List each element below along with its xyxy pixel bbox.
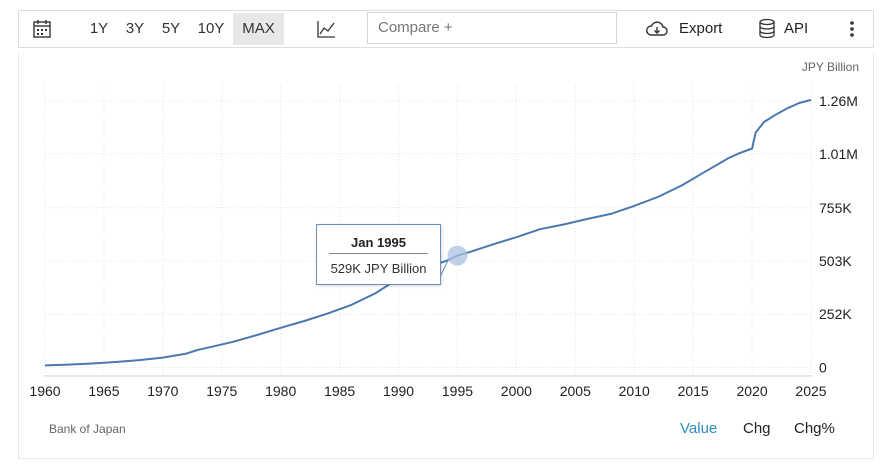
unit-label: JPY Billion — [801, 60, 859, 74]
x-tick-label: 1985 — [324, 383, 355, 399]
chart-tooltip: Jan 1995 529K JPY Billion — [316, 224, 441, 285]
line-chart[interactable]: 1960 1965 1970 1975 1980 1985 1990 1995 2000 2005… — [19, 54, 873, 414]
tab-chg[interactable]: Chg — [743, 420, 771, 437]
source-label: Bank of Japan — [49, 422, 126, 436]
more-vertical-icon[interactable] — [841, 18, 863, 40]
range-1y-button[interactable]: 1Y — [89, 20, 109, 37]
x-tick-label: 1965 — [88, 383, 119, 399]
y-tick-label: 503K — [819, 253, 852, 269]
range-5y-button[interactable]: 5Y — [161, 20, 181, 37]
calendar-icon[interactable] — [31, 18, 53, 40]
api-button[interactable]: API — [757, 13, 817, 45]
range-10y-button[interactable]: 10Y — [197, 20, 225, 37]
database-icon — [759, 18, 775, 39]
chart-panel: JPY Billion 1960 1965 1970 1975 1980 1985 1990… — [18, 54, 874, 459]
y-tick-label: 1.01M — [819, 146, 858, 162]
x-tick-label: 2015 — [678, 383, 709, 399]
x-tick-label: 2025 — [795, 383, 826, 399]
x-tick-label: 2020 — [736, 383, 767, 399]
tab-chg-percent[interactable]: Chg% — [794, 420, 835, 437]
api-label: API — [784, 20, 809, 37]
x-tick-label: 2000 — [501, 383, 532, 399]
x-tick-label: 1995 — [442, 383, 473, 399]
chart-toolbar: 1Y 3Y 5Y 10Y MAX Export API — [18, 10, 874, 48]
x-tick-label: 1970 — [147, 383, 178, 399]
y-tick-label: 0 — [819, 360, 827, 376]
export-button[interactable]: Export — [645, 13, 727, 45]
y-tick-label: 1.26M — [819, 93, 858, 109]
x-tick-label: 2005 — [560, 383, 591, 399]
export-label: Export — [679, 20, 723, 37]
line-chart-icon[interactable] — [315, 18, 337, 40]
cloud-download-icon — [646, 21, 668, 36]
range-3y-button[interactable]: 3Y — [125, 20, 145, 37]
x-tick-label: 1960 — [29, 383, 60, 399]
compare-search[interactable] — [367, 12, 617, 44]
tooltip-divider — [329, 253, 428, 254]
range-max-button[interactable]: MAX — [233, 13, 284, 45]
x-tick-label: 2010 — [619, 383, 650, 399]
x-tick-label: 1980 — [265, 383, 296, 399]
tab-value[interactable]: Value — [680, 420, 718, 437]
x-tick-label: 1990 — [383, 383, 414, 399]
y-tick-label: 252K — [819, 306, 852, 322]
y-tick-label: 755K — [819, 200, 852, 216]
tooltip-date: Jan 1995 — [351, 235, 406, 250]
hover-marker — [447, 245, 468, 266]
x-tick-label: 1975 — [206, 383, 237, 399]
compare-input[interactable] — [378, 13, 608, 43]
tooltip-value: 529K JPY Billion — [330, 261, 427, 276]
